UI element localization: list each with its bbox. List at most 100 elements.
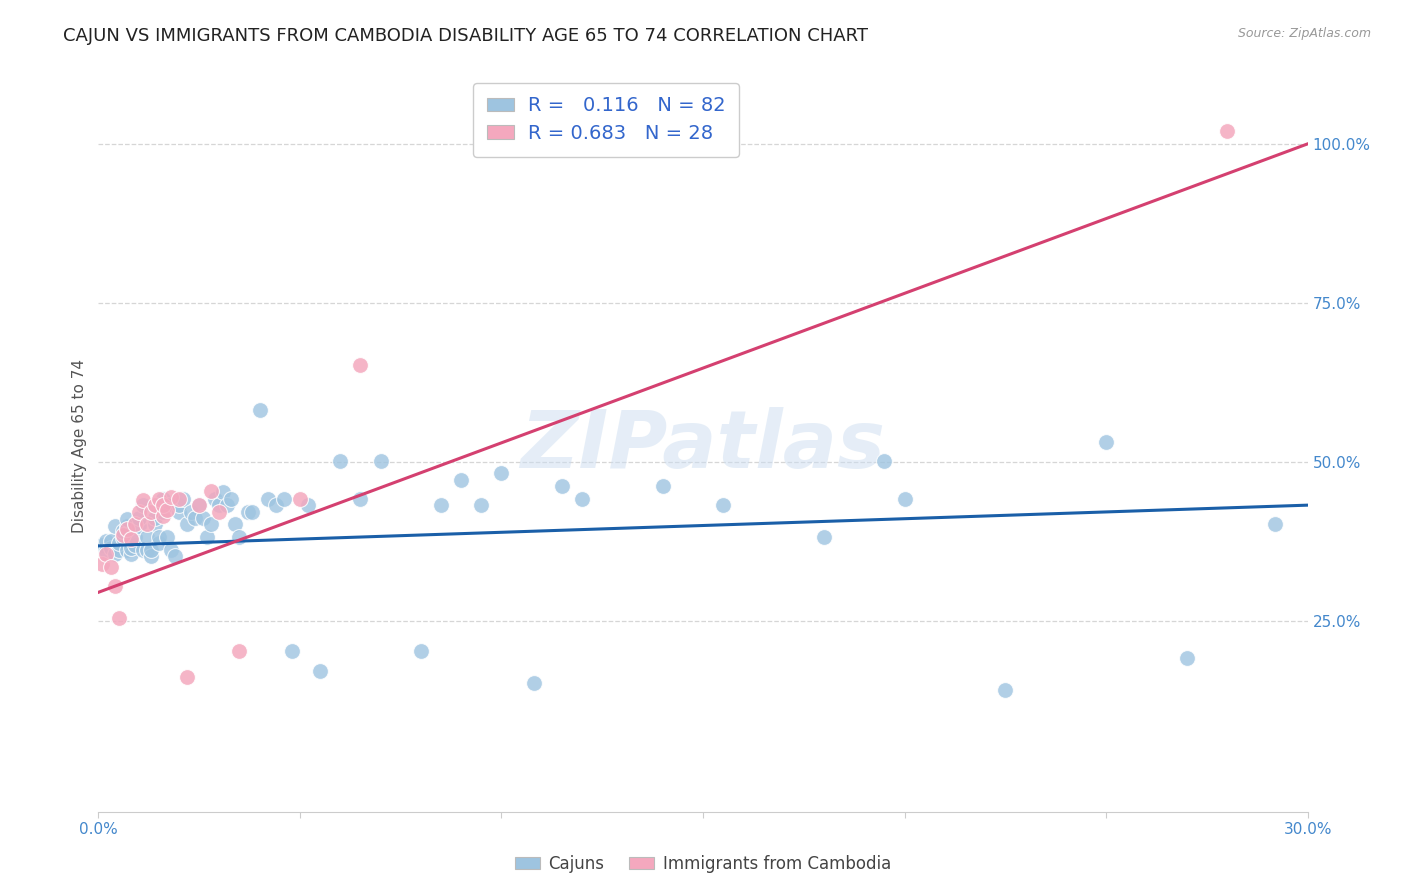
Point	[143, 511, 166, 525]
Point	[249, 402, 271, 417]
Point	[208, 498, 231, 512]
Point	[288, 491, 311, 506]
Point	[156, 530, 179, 544]
Text: Source: ZipAtlas.com: Source: ZipAtlas.com	[1237, 27, 1371, 40]
Point	[128, 511, 150, 525]
Point	[240, 504, 263, 518]
Point	[143, 498, 166, 512]
Point	[132, 498, 155, 512]
Point	[711, 498, 734, 512]
Point	[163, 549, 186, 563]
Point	[103, 547, 125, 561]
Point	[184, 511, 207, 525]
Point	[152, 491, 174, 506]
Point	[176, 670, 198, 684]
Point	[893, 491, 915, 506]
Point	[96, 534, 118, 549]
Point	[148, 536, 170, 550]
Point	[143, 517, 166, 532]
Point	[873, 453, 896, 467]
Point	[217, 498, 239, 512]
Point	[124, 517, 146, 532]
Point	[135, 517, 157, 532]
Point	[349, 491, 371, 506]
Point	[208, 504, 231, 518]
Point	[152, 498, 174, 512]
Legend: Cajuns, Immigrants from Cambodia: Cajuns, Immigrants from Cambodia	[509, 848, 897, 880]
Point	[256, 491, 278, 506]
Point	[1216, 124, 1239, 138]
Point	[124, 538, 146, 552]
Point	[571, 491, 593, 506]
Point	[188, 498, 211, 512]
Point	[370, 453, 392, 467]
Point	[132, 542, 155, 557]
Point	[135, 530, 157, 544]
Point	[107, 536, 129, 550]
Point	[152, 504, 174, 518]
Point	[188, 498, 211, 512]
Point	[91, 538, 114, 552]
Point	[470, 498, 492, 512]
Point	[212, 485, 235, 500]
Point	[1264, 517, 1286, 532]
Point	[430, 498, 453, 512]
Point	[329, 453, 352, 467]
Point	[100, 559, 122, 574]
Point	[281, 644, 304, 658]
Point	[204, 491, 226, 506]
Point	[156, 502, 179, 516]
Point	[297, 498, 319, 512]
Point	[115, 542, 138, 557]
Point	[111, 531, 134, 545]
Point	[200, 517, 222, 532]
Point	[148, 530, 170, 544]
Point	[551, 479, 574, 493]
Point	[135, 542, 157, 557]
Point	[236, 504, 259, 518]
Point	[167, 504, 190, 518]
Point	[195, 530, 218, 544]
Point	[115, 512, 138, 526]
Point	[96, 544, 118, 558]
Point	[651, 479, 673, 493]
Point	[120, 547, 142, 561]
Point	[107, 611, 129, 625]
Point	[167, 491, 190, 506]
Point	[224, 517, 246, 532]
Point	[1095, 434, 1118, 449]
Point	[523, 676, 546, 690]
Point	[120, 541, 142, 555]
Point	[128, 504, 150, 518]
Point	[264, 498, 287, 512]
Point	[152, 508, 174, 523]
Point	[813, 530, 835, 544]
Point	[115, 522, 138, 536]
Point	[193, 511, 215, 525]
Point	[103, 579, 125, 593]
Point	[96, 547, 118, 561]
Point	[160, 490, 183, 504]
Point	[100, 534, 122, 549]
Point	[120, 533, 142, 547]
Point	[139, 549, 162, 563]
Point	[111, 524, 134, 538]
Point	[450, 473, 472, 487]
Point	[349, 358, 371, 372]
Text: CAJUN VS IMMIGRANTS FROM CAMBODIA DISABILITY AGE 65 TO 74 CORRELATION CHART: CAJUN VS IMMIGRANTS FROM CAMBODIA DISABI…	[63, 27, 869, 45]
Point	[994, 682, 1017, 697]
Text: ZIPatlas: ZIPatlas	[520, 407, 886, 485]
Point	[107, 542, 129, 557]
Point	[180, 504, 202, 518]
Point	[172, 491, 194, 506]
Point	[228, 530, 250, 544]
Point	[111, 528, 134, 542]
Point	[309, 664, 332, 678]
Point	[409, 644, 432, 658]
Point	[139, 504, 162, 518]
Legend: R =   0.116   N = 82, R = 0.683   N = 28: R = 0.116 N = 82, R = 0.683 N = 28	[474, 83, 740, 157]
Point	[160, 542, 183, 557]
Point	[491, 467, 513, 481]
Point	[221, 491, 243, 506]
Point	[1175, 650, 1198, 665]
